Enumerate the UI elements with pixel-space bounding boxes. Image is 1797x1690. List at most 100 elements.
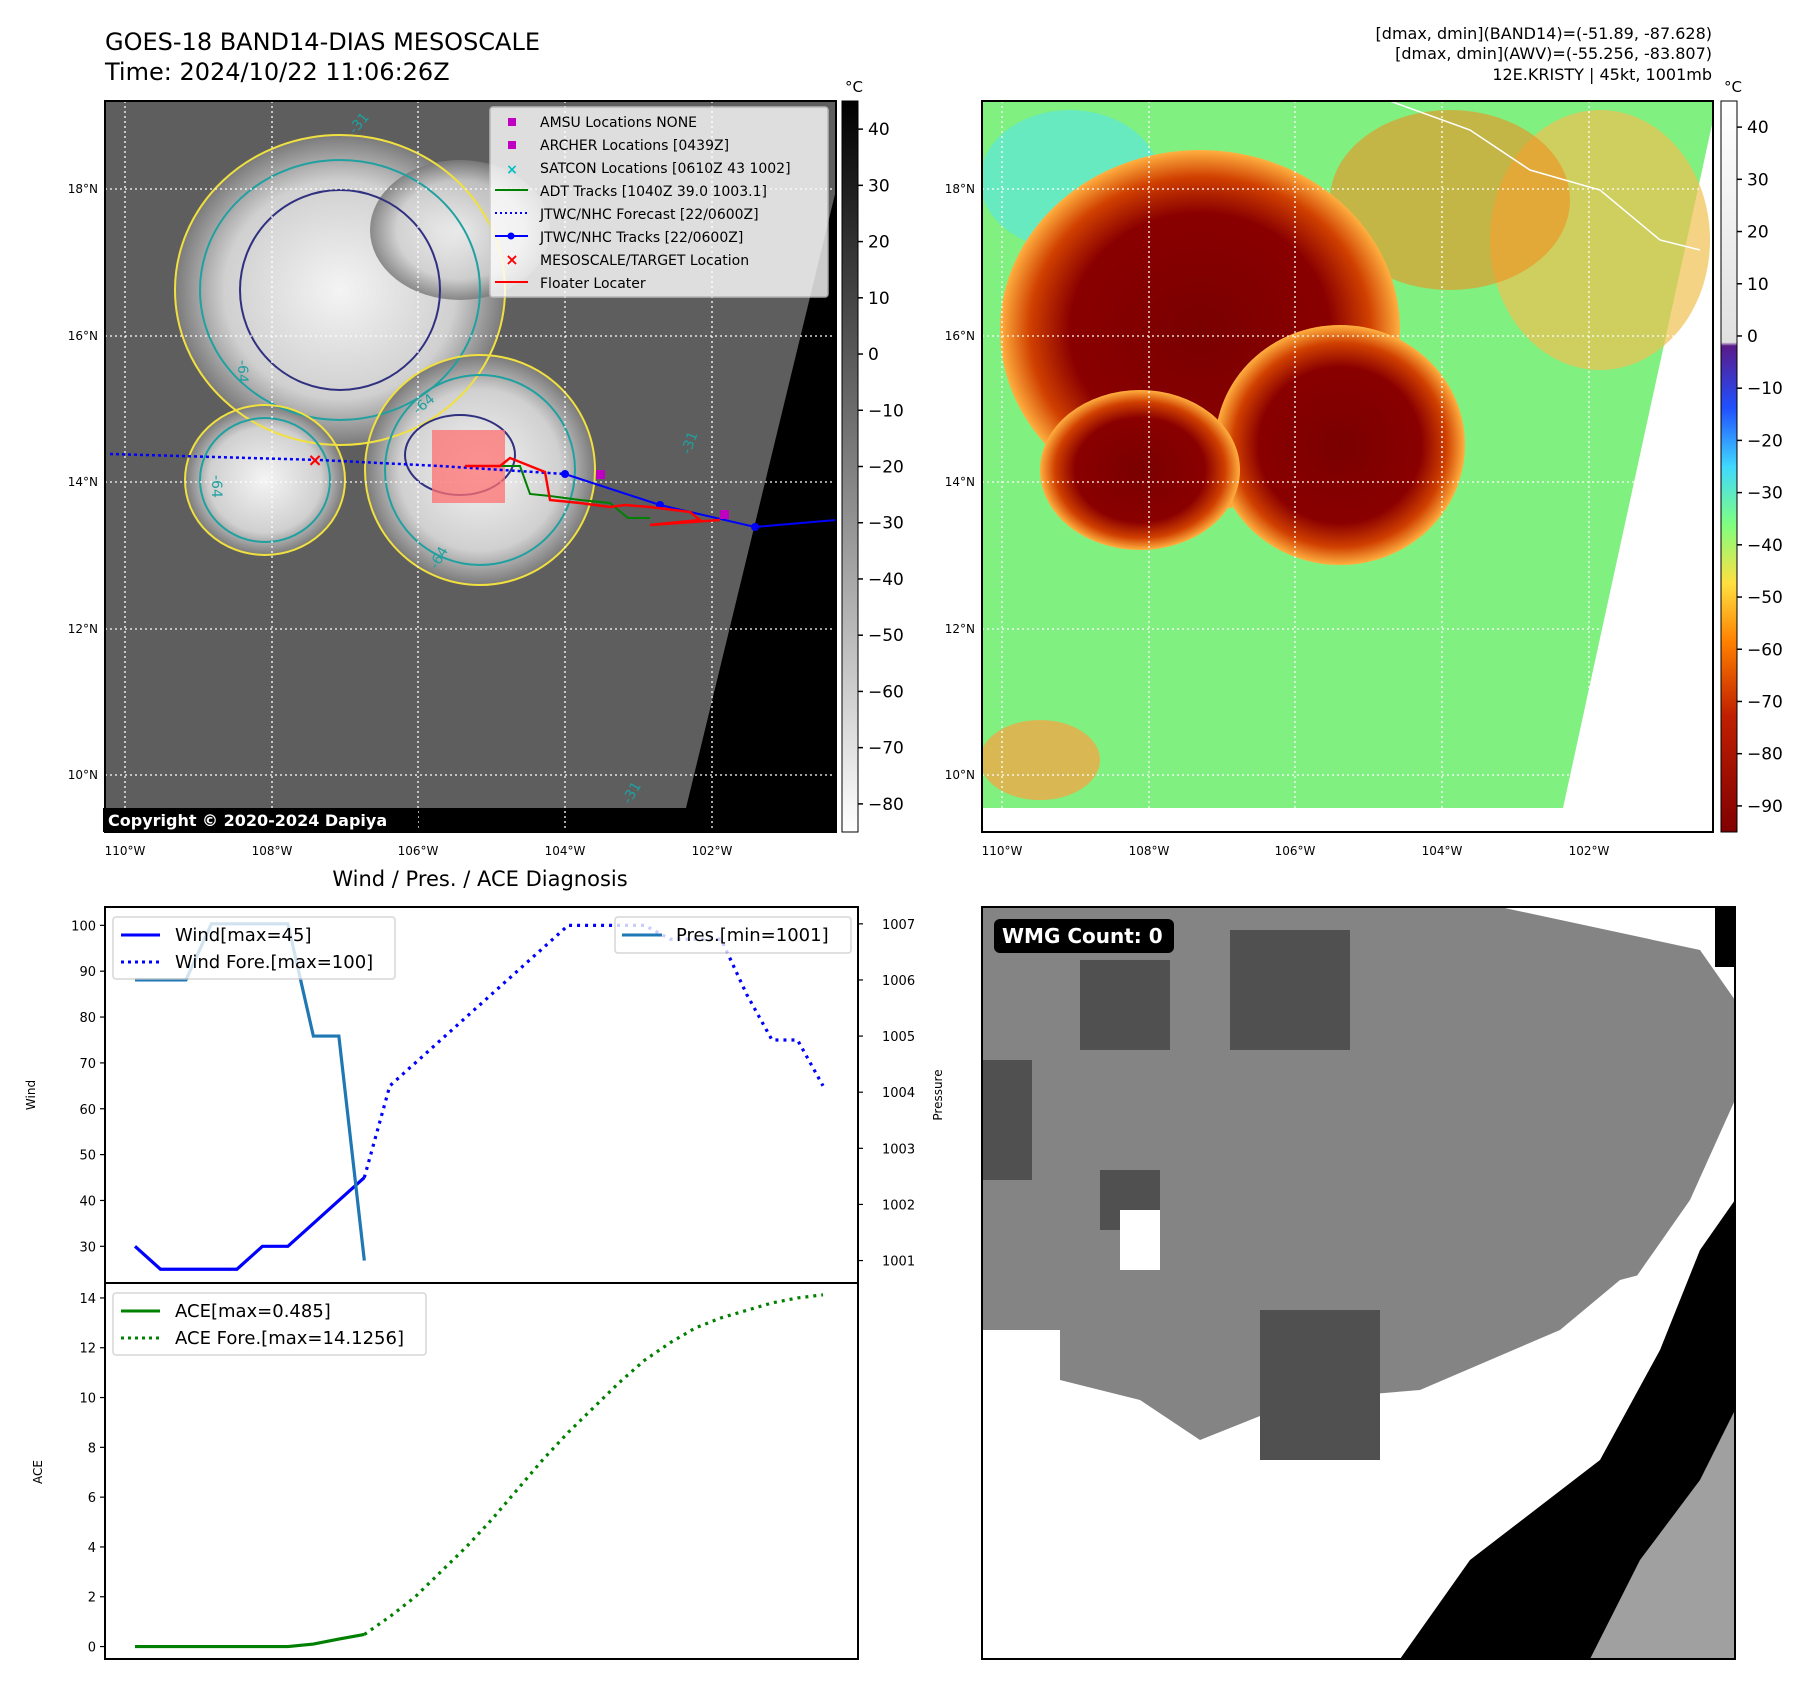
colorbar-tick-label: −40 [868,570,904,590]
pressure-tick-label: 1002 [882,1198,915,1213]
wv-lon-label: 104°W [1422,844,1463,858]
colorbar-tick-label: 20 [1747,223,1769,243]
pressure-tick-label: 1007 [882,918,915,933]
legend-wind: Wind[max=45] [175,925,312,946]
colorbar-tick-label: 40 [1747,118,1769,138]
info-band14: [dmax, dmin](BAND14)=(-51.89, -87.628) [1376,24,1712,43]
wind-tick-label: 90 [79,965,96,980]
ace-tick-label: 12 [79,1342,96,1357]
series-line-wind [133,1176,366,1271]
wv-lat-label: 18°N [945,182,975,196]
colorbar-tick-label: 10 [1747,275,1769,295]
ir-lon-label: 108°W [252,844,293,858]
ir-lat-label: 14°N [68,475,98,489]
wmg-count-label: WMG Count: 0 [1002,924,1163,948]
wind-tick-label: 40 [79,1194,96,1209]
series-line-ace [135,1632,365,1649]
colorbar-tick-label: 40 [868,120,890,140]
wv-core-west [1040,390,1240,550]
ace-tick-label: 10 [79,1392,96,1407]
contour-label: -64 [234,360,250,383]
legend-pres: Pres.[min=1001] [676,925,829,946]
ir-legend: AMSU Locations NONE ARCHER Locations [04… [489,106,829,298]
colorbar-tick-label: −70 [868,739,904,759]
ir-map-panel: × -31 -64 -64 -64 -31 -31 -64 AMSU Locat… [68,78,904,858]
contour-label: -31 [679,429,702,456]
wind-tick-label: 100 [71,919,96,934]
wv-lat-label: 12°N [945,622,975,636]
legend-archer-marker [508,141,516,149]
pressure-legend: Pres.[min=1001] [614,916,852,954]
ir-colorbar-ticks: 40 30 20 10 0 −10 −20 −30 −40 −50 −60 −70 −80 [858,120,904,815]
info-storm: 12E.KRISTY | 45kt, 1001mb [1492,65,1712,84]
diagnosis-title: Wind / Pres. / ACE Diagnosis [332,867,627,891]
floater-locater [465,456,721,527]
wind-tick-label: 30 [79,1240,96,1255]
legend-target: MESOSCALE/TARGET Location [540,253,749,269]
legend-target-marker: × [505,250,518,269]
wmg-count-box [994,919,1174,953]
wv-lat-label: 10°N [945,768,975,782]
colorbar-tick-label: −10 [1747,379,1783,399]
legend-jtwc: JTWC/NHC Tracks [22/0600Z] [539,230,743,246]
ir-lat-label: 18°N [68,182,98,196]
colorbar-tick-label: −60 [1747,640,1783,660]
wmg-black-region [1400,907,1735,1659]
jtwc-forecast-track [109,452,566,476]
pressure-tick-label: 1003 [882,1142,915,1157]
wind-legend: Wind[max=45] Wind Fore.[max=100] [112,916,396,980]
ir-lat-label: 10°N [68,768,98,782]
info-awv: [dmax, dmin](AWV)=(-55.256, -83.807) [1395,44,1712,63]
colorbar-tick-label: 10 [868,289,890,309]
ir-lat-label: 12°N [68,622,98,636]
pressure-axis-ticks: 1001 1002 1003 1004 1005 1006 1007 [858,918,915,1270]
wv-lon-label: 106°W [1275,844,1316,858]
ace-tick-label: 14 [79,1292,96,1307]
copyright-text: Copyright © 2020-2024 Dapiya [108,811,387,830]
pressure-tick-label: 1001 [882,1255,915,1270]
figure-title-line2: Time: 2024/10/22 11:06:26Z [104,58,450,86]
colorbar-tick-label: −30 [868,514,904,534]
colorbar-tick-label: −10 [868,401,904,421]
pressure-tick-label: 1006 [882,974,915,989]
ir-colorbar-unit: °C [845,78,863,96]
wv-lat-label: 16°N [945,329,975,343]
legend-ace: ACE[max=0.485] [175,1301,331,1322]
legend-amsu-marker [508,118,516,126]
wv-gridlines [982,101,1713,832]
ace-tick-label: 0 [88,1641,96,1656]
colorbar-tick-label: −20 [868,458,904,478]
wind-tick-label: 50 [79,1149,96,1164]
wv-lat-label: 14°N [945,475,975,489]
legend-forecast: JTWC/NHC Forecast [22/0600Z] [539,207,759,223]
ace-legend: ACE[max=0.485] ACE Fore.[max=14.1256] [112,1292,427,1356]
colorbar-tick-label: −80 [868,795,904,815]
colorbar-tick-label: −70 [1747,692,1783,712]
ace-chart: 0 2 4 6 8 10 12 14 ACE ACE[max=0.485] ACE Fore.… [31,1282,859,1660]
ace-tick-label: 4 [88,1541,96,1556]
wv-colorbar-unit: °C [1724,78,1742,96]
wind-tick-label: 80 [79,1011,96,1026]
colorbar-tick-label: −20 [1747,431,1783,451]
ace-axis-label: ACE [31,1460,45,1484]
wv-map-panel: 110°W 108°W 106°W 104°W 102°W 18°N 16°N … [945,78,1783,858]
wv-coastline [1389,101,1701,251]
ace-tick-label: 2 [88,1591,96,1606]
pressure-tick-label: 1005 [882,1030,915,1045]
ir-lon-label: 102°W [692,844,733,858]
wmg-panel: WMG Count: 0 [981,906,1736,1660]
figure-title-line1: GOES-18 BAND14-DIAS MESOSCALE [105,28,540,56]
series-line-wind-forecast [362,923,825,1178]
legend-wind-fore: Wind Fore.[max=100] [175,952,373,973]
wv-colorbar [1720,100,1738,833]
wv-lon-label: 108°W [1129,844,1170,858]
legend-amsu: AMSU Locations NONE [540,115,697,131]
colorbar-tick-label: −50 [1747,588,1783,608]
colorbar-tick-label: 30 [868,176,890,196]
wv-core-storm [1215,325,1465,565]
colorbar-tick-label: −40 [1747,536,1783,556]
ir-lon-label: 110°W [105,844,146,858]
copyright-box [103,808,418,832]
